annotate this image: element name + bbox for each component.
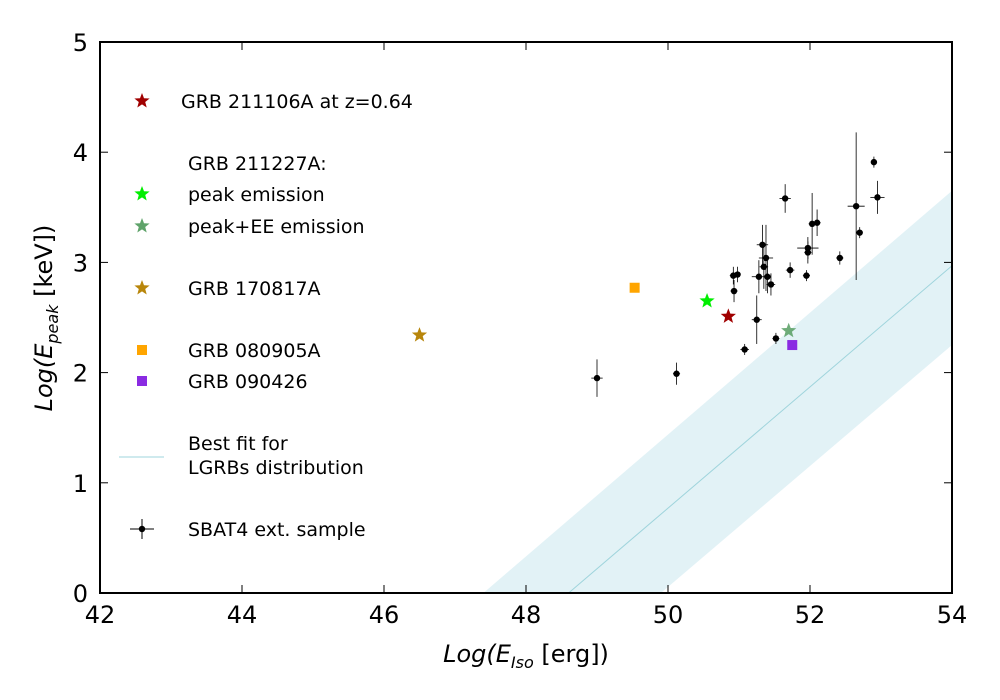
bestfit-band <box>483 190 952 593</box>
sbat4-point <box>730 280 738 303</box>
x-tick-label: 48 <box>511 601 542 629</box>
sbat4-point <box>766 273 776 296</box>
y-tick-label: 2 <box>73 360 88 388</box>
sbat4-point <box>804 241 812 264</box>
bestfit-line <box>568 265 952 593</box>
point-peak-ee <box>781 322 797 338</box>
sbat4-dot <box>804 249 812 256</box>
sbat4-dot <box>836 254 844 262</box>
y-tick-label: 5 <box>73 29 88 57</box>
x-tick-label: 42 <box>85 601 116 629</box>
x-tick-label: 46 <box>369 601 400 629</box>
sbat4-point <box>870 180 885 214</box>
sbat4-sample-layer <box>591 132 885 397</box>
sbat4-dot <box>673 370 680 377</box>
sbat4-point <box>779 184 791 213</box>
sbat4-dot <box>781 195 789 202</box>
x-tick-label: 50 <box>653 601 684 629</box>
y-tick-label: 0 <box>73 580 88 608</box>
legend-label-grb170817a: GRB 170817A <box>188 278 321 300</box>
legend-marker-sbat4 <box>130 519 154 539</box>
sbat4-dot <box>755 273 763 280</box>
sbat4-point <box>758 224 774 292</box>
sbat4-dot <box>762 254 770 262</box>
legend-title-grb211227a: GRB 211227A: <box>188 153 327 175</box>
sbat4-dot <box>803 272 810 279</box>
sbat4-point <box>813 209 821 236</box>
sbat4-dot <box>856 229 863 236</box>
x-tick-label: 52 <box>795 601 826 629</box>
sbat4-dot <box>852 202 860 210</box>
point-grb170817a <box>411 327 428 342</box>
sbat4-dot <box>874 194 881 201</box>
legend-label-sbat4: SBAT4 ext. sample <box>188 519 366 541</box>
legend-marker-grb170817a <box>134 280 150 295</box>
legend-label-grb090426: GRB 090426 <box>188 371 308 393</box>
legend-label-grb080905a: GRB 080905A <box>188 340 321 362</box>
sbat4-dot <box>764 273 771 280</box>
point-grb080905a <box>629 282 640 293</box>
y-tick-label: 1 <box>73 470 88 498</box>
x-tick-label: 54 <box>937 601 968 629</box>
sbat4-dot <box>734 271 741 278</box>
sbat4-dot <box>772 335 780 342</box>
x-axis-ticks: 42 44 46 48 50 52 54 <box>85 42 968 629</box>
x-tick-label: 44 <box>227 601 258 629</box>
sbat4-point <box>802 270 810 282</box>
point-grb090426 <box>787 340 798 351</box>
sbat4-point <box>856 227 863 239</box>
sbat4-point <box>591 359 603 397</box>
sbat4-dot <box>730 287 738 295</box>
legend-marker-grb090426 <box>137 376 147 386</box>
sbat4-point <box>870 156 878 168</box>
legend-label-bestfit-line2: LGRBs distribution <box>188 457 364 479</box>
legend: GRB 211106A at z=0.64 GRB 211227A: peak … <box>119 91 413 541</box>
sbat4-point <box>836 251 844 265</box>
legend-label-peak-emission: peak emission <box>188 184 325 206</box>
sbat4-point <box>740 343 749 355</box>
legend-label-peak-ee-emission: peak+EE emission <box>188 216 365 238</box>
sbat4-dot <box>753 316 760 323</box>
sbat4-dot <box>741 346 748 353</box>
legend-marker-grb080905a <box>137 345 147 355</box>
sbat4-point <box>785 262 795 278</box>
legend-label-grb211106a: GRB 211106A at z=0.64 <box>181 91 413 113</box>
sbat4-dot <box>767 281 775 288</box>
special-grb-layer <box>411 282 798 351</box>
y-tick-label: 3 <box>73 249 88 277</box>
y-axis-label: Log(Epeak [keV]) <box>30 225 62 412</box>
sbat4-dot <box>808 220 816 228</box>
sbat4-dot <box>870 158 878 166</box>
x-axis-label: Log(EIso [erg]) <box>443 640 609 672</box>
point-grb211106a <box>720 308 736 323</box>
sbat4-dot <box>813 219 821 226</box>
y-tick-label: 4 <box>73 139 88 167</box>
point-peak <box>699 292 715 308</box>
sbat4-point <box>808 192 816 255</box>
legend-marker-grb211106a <box>134 93 150 108</box>
sbat4-point <box>847 132 865 281</box>
sbat4-point <box>672 362 681 385</box>
sbat4-point <box>734 266 741 283</box>
bestfit-layer <box>483 190 952 593</box>
sbat4-dot <box>759 241 766 248</box>
sbat4-point <box>763 260 771 294</box>
legend-marker-peak-emission <box>134 186 150 201</box>
sbat4-dot <box>786 266 794 274</box>
sbat4-dot <box>760 263 768 271</box>
plot-frame <box>99 41 953 594</box>
sbat4-dot <box>593 374 601 382</box>
legend-label-bestfit-line1: Best fit for <box>188 433 288 455</box>
sbat4-point <box>759 244 769 289</box>
sbat4-point <box>772 332 780 344</box>
legend-marker-peak-ee-emission <box>134 218 150 233</box>
y-axis-ticks: 0 1 2 3 4 5 <box>73 29 952 608</box>
sbat4-point <box>751 295 762 344</box>
